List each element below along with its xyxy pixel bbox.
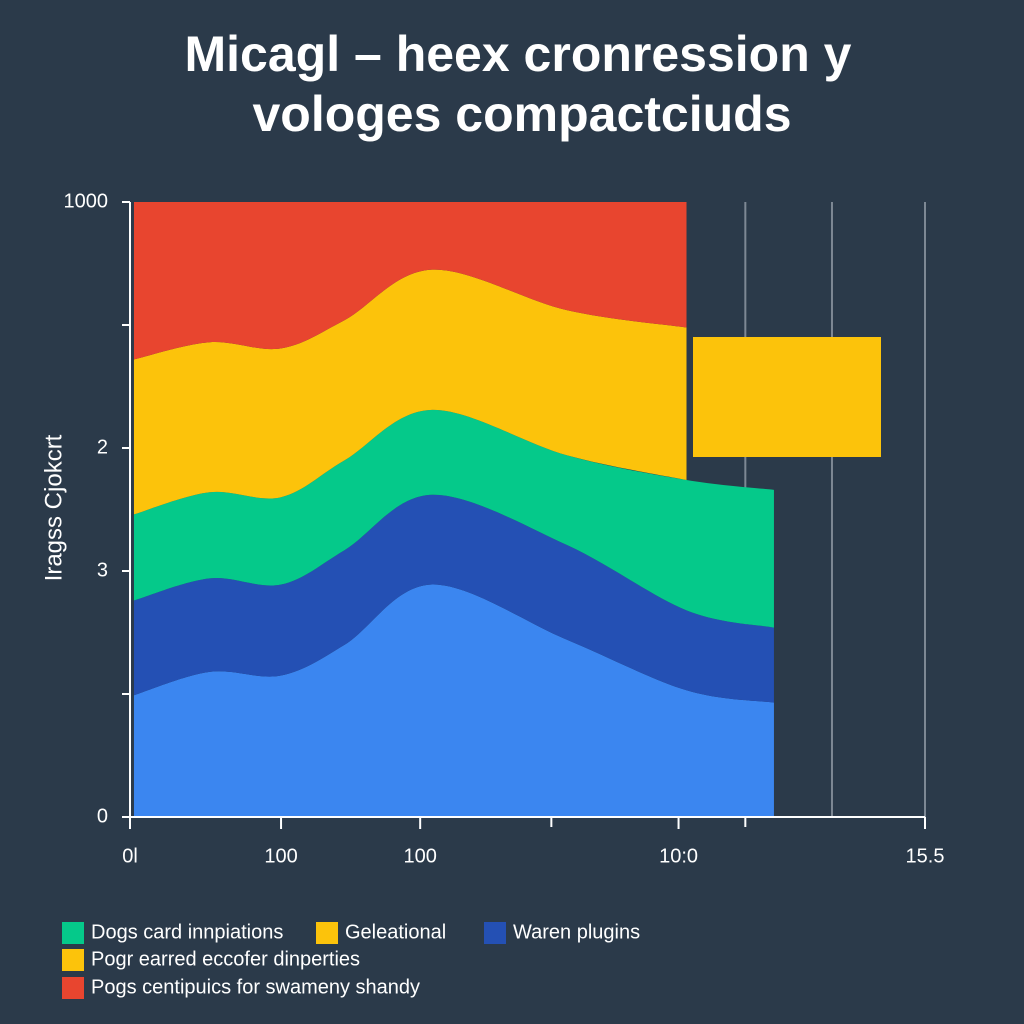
chart-title-line: Micagl – heex cronression y bbox=[185, 26, 852, 82]
legend-label: Waren plugins bbox=[513, 921, 640, 943]
x-tick-label: 10:0 bbox=[659, 845, 698, 867]
area bbox=[133, 269, 687, 515]
x-tick-label: 100 bbox=[403, 845, 436, 867]
y-axis-label: Iragss Cjokcrt bbox=[40, 434, 67, 581]
y-tick-label: 1000 bbox=[64, 190, 109, 212]
chart-title-line: vologes compactciuds bbox=[252, 86, 791, 142]
area bbox=[133, 409, 774, 628]
area bbox=[133, 494, 774, 703]
legend-label: Pogr earred eccofer dinperties bbox=[91, 948, 360, 970]
legend-swatch bbox=[316, 922, 338, 944]
legend-label: Geleational bbox=[345, 921, 446, 943]
y-tick-label: 0 bbox=[97, 805, 108, 827]
x-tick-label: 15.5 bbox=[906, 845, 945, 867]
y-tick-label: 2 bbox=[97, 436, 108, 458]
legend-label: Dogs card innpiations bbox=[91, 921, 283, 943]
y-tick-label: 3 bbox=[97, 559, 108, 581]
legend-label: Pogs centipuics for swameny shandy bbox=[91, 976, 420, 998]
legend-swatch bbox=[62, 949, 84, 971]
legend-swatch bbox=[484, 922, 506, 944]
area bbox=[133, 202, 687, 360]
legend-swatch bbox=[62, 922, 84, 944]
x-tick-label: 0l bbox=[122, 845, 138, 867]
x-tick-label: 100 bbox=[264, 845, 297, 867]
area bbox=[133, 584, 774, 817]
decorative-block bbox=[693, 337, 881, 457]
legend-swatch bbox=[62, 977, 84, 999]
